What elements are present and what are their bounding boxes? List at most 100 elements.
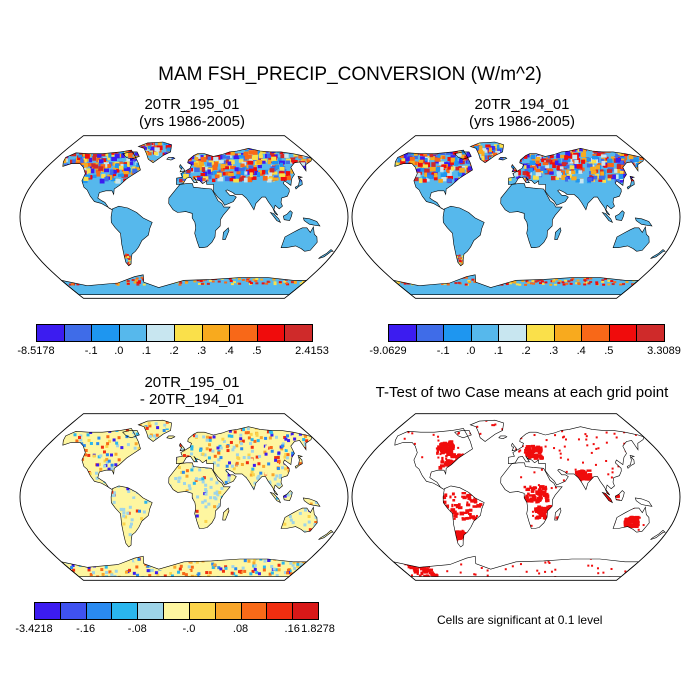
colorbar-2-label: -9.0629 xyxy=(369,345,407,357)
colorbar-2-box xyxy=(470,324,500,342)
colorbar-2-box xyxy=(415,324,445,342)
coastline-northamerica xyxy=(394,149,473,211)
colorbar-1-label: .0 xyxy=(114,345,124,357)
colorbar-1-box xyxy=(146,324,175,342)
coastline-madagascar xyxy=(222,507,230,521)
coastline-uk xyxy=(179,164,186,173)
coastline-nz xyxy=(318,529,334,540)
colorbar-2-label: .0 xyxy=(466,345,476,357)
colorbar-3-label: 1.8278 xyxy=(301,623,335,635)
coastline-australia xyxy=(612,506,650,533)
coastline-iceland xyxy=(166,157,176,161)
colorbar-1-label: .2 xyxy=(169,345,179,357)
colorbar-2-box xyxy=(636,324,665,342)
coastline-iceland xyxy=(498,435,508,440)
coastline-madagascar xyxy=(554,507,562,521)
map-panel-2 xyxy=(351,135,681,299)
map-panel-4 xyxy=(351,413,681,581)
significance-note: Cells are significant at 0.1 level xyxy=(437,613,603,627)
colorbar-3-box xyxy=(163,602,190,620)
colorbar-1-box xyxy=(174,324,203,342)
colorbar-2-label: .2 xyxy=(521,345,531,357)
colorbar-3: -3.4218 -.16 -.08 -.0 .08 .16 1.8278 xyxy=(15,602,335,642)
map-panel-3 xyxy=(19,413,349,581)
coastline-newguinea xyxy=(302,497,321,507)
colorbar-1-label: -.1 xyxy=(84,345,98,357)
coastline-sumatra xyxy=(601,211,614,224)
colorbar-2-box xyxy=(581,324,610,342)
coastline-iceland xyxy=(166,435,176,440)
colorbar-2-label: -.1 xyxy=(436,345,450,357)
colorbar-2-box xyxy=(388,324,417,342)
map-border xyxy=(19,413,349,581)
coastline-northamerica xyxy=(62,428,141,490)
colorbar-3-box xyxy=(266,602,294,620)
map-border xyxy=(351,135,681,299)
map-border xyxy=(19,135,349,299)
coastline-uk xyxy=(179,442,186,452)
colorbar-2-label: .3 xyxy=(549,345,559,357)
coastline-greenland xyxy=(469,419,504,442)
colorbar-3-box xyxy=(240,602,268,620)
colorbar-3-label: -.08 xyxy=(127,623,147,635)
map-panel-1 xyxy=(19,135,349,299)
colorbar-1-box xyxy=(36,324,65,342)
colorbar-1-label: .5 xyxy=(252,345,262,357)
colorbar-3-box xyxy=(214,602,242,620)
coastline-japan xyxy=(626,454,636,469)
panel-3-title: 20TR_195_01 - 20TR_194_01 xyxy=(22,374,362,408)
colorbar-2-label: 3.3089 xyxy=(647,345,681,357)
colorbar-1-label: .4 xyxy=(224,345,234,357)
colorbar-1-label: .3 xyxy=(197,345,207,357)
coastline-madagascar xyxy=(222,227,230,240)
coastline-greenland xyxy=(469,141,504,164)
coastline-eurasia xyxy=(508,147,645,216)
colorbar-2-label: .4 xyxy=(576,345,586,357)
coastline-northamerica xyxy=(394,428,473,490)
coastline-sumatra xyxy=(601,491,614,504)
coastline-eurasia xyxy=(176,426,313,496)
coastline-japan xyxy=(294,454,304,469)
panel-2-title-line2: (yrs 1986-2005) xyxy=(469,113,575,130)
colorbar-2-box xyxy=(526,324,555,342)
colorbar-3-label: .16 xyxy=(284,623,300,635)
coastline-baffin xyxy=(122,151,140,160)
colorbar-1-box xyxy=(91,324,120,342)
colorbar-2-box xyxy=(608,324,638,342)
coastline-baffin xyxy=(454,151,472,160)
colorbar-2-box xyxy=(443,324,472,342)
coastline-africa xyxy=(500,462,563,529)
coastline-southamerica xyxy=(442,205,485,267)
colorbar-3-box xyxy=(111,602,139,620)
coastline-newguinea xyxy=(634,217,653,227)
panel-1-title: 20TR_195_01 (yrs 1986-2005) xyxy=(22,96,362,130)
coastline-japan xyxy=(626,175,636,190)
colorbar-3-box xyxy=(85,602,113,620)
coastline-borneo xyxy=(282,490,293,502)
colorbar-1-box xyxy=(118,324,148,342)
coastline-borneo xyxy=(282,210,293,221)
panel-3-title-line2: - 20TR_194_01 xyxy=(139,391,245,408)
coastline-nz xyxy=(650,529,666,540)
coastline-greenland xyxy=(137,141,172,164)
coastline-africa xyxy=(168,183,231,248)
coastline-nz xyxy=(318,249,334,259)
colorbar-1-label: 2.4153 xyxy=(295,345,329,357)
colorbar-1-box xyxy=(229,324,258,342)
coastline-nz xyxy=(650,249,666,259)
coastline-africa xyxy=(500,183,563,248)
coastline-newguinea xyxy=(302,217,321,227)
coastline-greenland xyxy=(137,419,172,442)
panel-4-title: T-Test of two Case means at each grid po… xyxy=(342,384,700,401)
colorbar-1: -8.5178 -.1 .0 .1 .2 .3 .4 .5 2.4153 xyxy=(17,324,329,364)
map-border xyxy=(351,413,681,581)
colorbar-1-box xyxy=(284,324,313,342)
coastline-borneo xyxy=(614,490,625,502)
colorbar-1-label: .1 xyxy=(141,345,151,357)
colorbar-3-label: .08 xyxy=(232,623,249,635)
coastline-southamerica xyxy=(110,205,153,267)
figure-title: MAM FSH_PRECIP_CONVERSION (W/m^2) xyxy=(158,64,542,85)
colorbar-3-label: -3.4218 xyxy=(15,623,53,635)
colorbar-1-box xyxy=(201,324,231,342)
coastline-newguinea xyxy=(634,497,653,507)
